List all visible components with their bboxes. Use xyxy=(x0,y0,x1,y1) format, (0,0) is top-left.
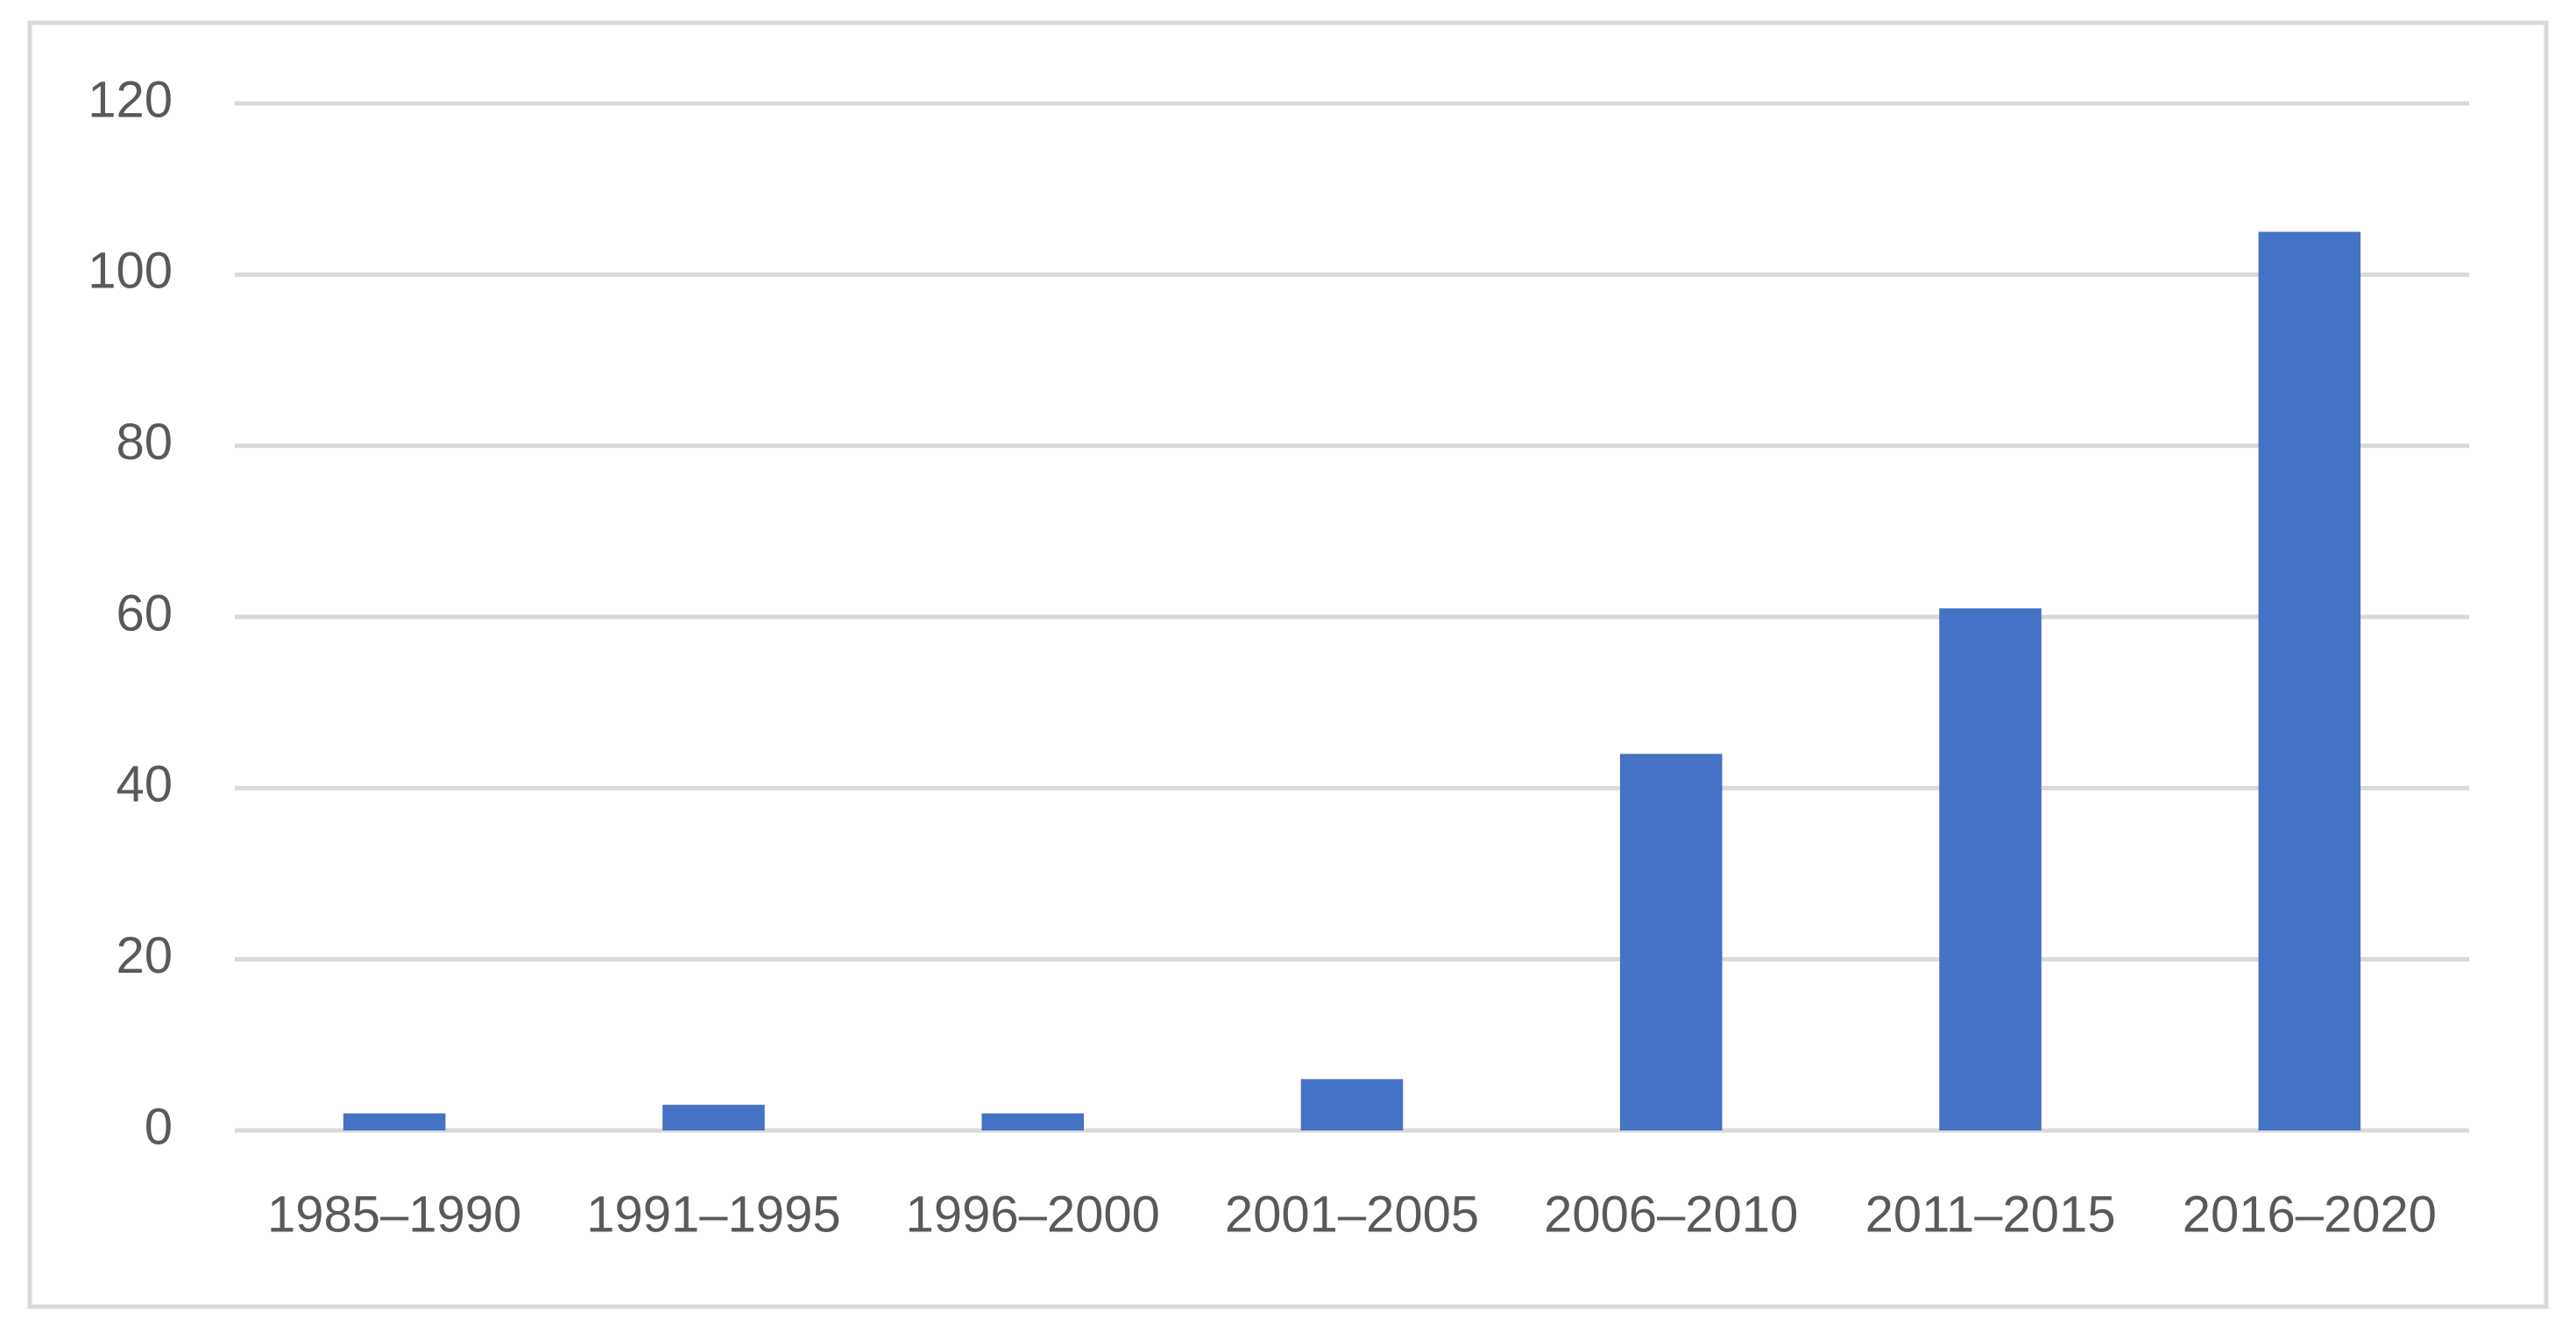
bar xyxy=(981,1113,1084,1130)
chart-border xyxy=(27,20,2549,1309)
x-tick-label: 2006–2010 xyxy=(1544,1186,1798,1243)
bar xyxy=(1939,608,2042,1130)
bar xyxy=(1620,754,1723,1130)
x-tick-label: 2001–2005 xyxy=(1225,1186,1479,1243)
bar xyxy=(343,1113,446,1130)
y-tick-label: 100 xyxy=(88,243,173,300)
y-tick-label: 60 xyxy=(116,585,173,641)
y-tick-label: 80 xyxy=(116,414,173,471)
x-tick-label: 2016–2020 xyxy=(2183,1186,2437,1243)
x-tick-label: 2011–2015 xyxy=(1865,1186,2116,1243)
x-tick-label: 1996–2000 xyxy=(906,1186,1160,1243)
y-tick-label: 120 xyxy=(88,71,173,128)
x-tick-label: 1985–1990 xyxy=(267,1186,521,1243)
bar xyxy=(662,1104,765,1130)
y-tick-label: 0 xyxy=(145,1098,173,1155)
x-tick-label: 1991–1995 xyxy=(586,1186,840,1243)
bar xyxy=(1300,1079,1404,1130)
y-tick-label: 40 xyxy=(116,756,173,813)
bar xyxy=(2258,231,2361,1130)
y-tick-label: 20 xyxy=(116,927,173,984)
